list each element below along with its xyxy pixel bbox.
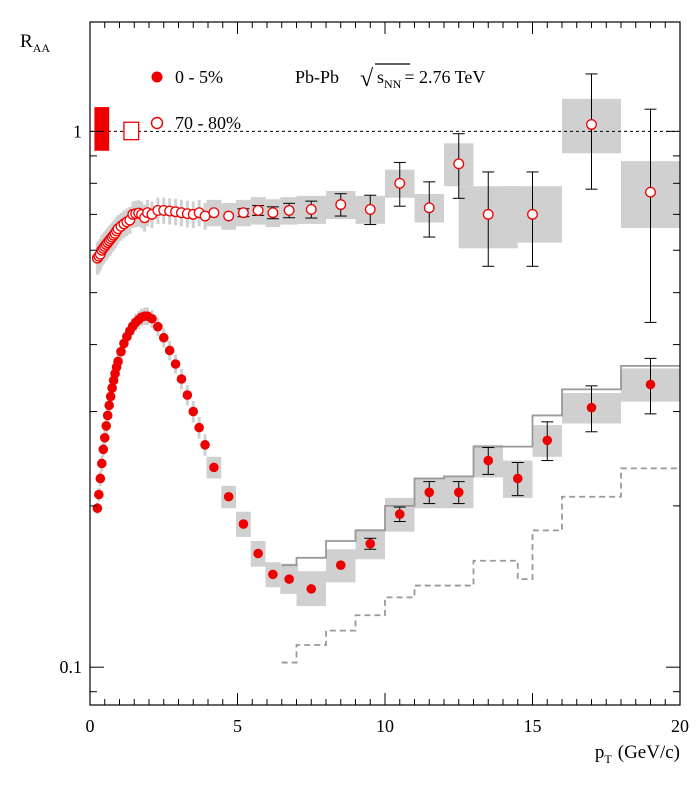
point-peripheral-47: [482, 208, 494, 220]
point-central-27: [158, 332, 169, 343]
point-central-47: [483, 455, 494, 466]
systematic-bands: [95, 98, 680, 607]
point-peripheral-43: [364, 203, 376, 215]
x-tick-label-20: 20: [671, 716, 689, 736]
point-central-39: [268, 569, 278, 580]
point-central-5: [99, 432, 110, 443]
point-central-0: [92, 503, 103, 514]
point-peripheral-37: [237, 207, 249, 219]
point-central-40: [284, 574, 294, 584]
normalization-uncertainty: [94, 107, 140, 151]
model-curves: [281, 364, 680, 664]
point-central-51: [645, 379, 656, 390]
point-central-30: [176, 374, 187, 384]
x-tick-label-15: 15: [524, 716, 542, 736]
legend: 0 - 5% 70 - 80%: [150, 67, 241, 133]
point-central-34: [200, 440, 210, 450]
point-peripheral-46: [453, 158, 465, 170]
point-peripheral-35: [208, 207, 220, 219]
point-central-48: [512, 473, 523, 484]
x-tick-label-0: 0: [86, 716, 95, 736]
collision-system: Pb-Pb: [295, 67, 339, 87]
y-tick-label-1: 1: [73, 121, 82, 141]
axis-ticks: 0 5 10 15 20 0.1 1: [60, 22, 689, 736]
point-central-45: [424, 487, 435, 498]
data-points: [91, 119, 656, 594]
point-central-3: [97, 458, 107, 469]
point-peripheral-48: [527, 208, 538, 220]
point-peripheral-38: [252, 204, 264, 216]
x-tick-label-5: 5: [233, 716, 242, 736]
y-axis-label: RAA: [20, 31, 50, 55]
point-central-41: [306, 584, 317, 594]
point-central-49: [542, 435, 553, 446]
legend-label-0-5: 0 - 5%: [175, 67, 223, 87]
legend-marker-70-80: [150, 116, 164, 130]
point-central-2: [95, 473, 106, 484]
point-peripheral-41: [305, 203, 317, 215]
point-central-42: [335, 560, 346, 570]
point-central-1: [94, 489, 104, 500]
point-central-29: [170, 359, 181, 369]
point-peripheral-34: [199, 210, 211, 222]
point-central-50: [586, 402, 597, 413]
point-central-46: [453, 487, 464, 498]
lower-step-model: [281, 467, 680, 664]
point-central-10: [107, 383, 117, 393]
point-central-15: [116, 346, 126, 357]
point-central-26: [153, 321, 163, 332]
point-central-44: [394, 509, 405, 519]
point-central-38: [253, 548, 263, 559]
point-central-14: [113, 356, 123, 367]
point-central-8: [104, 400, 114, 411]
point-central-9: [105, 391, 116, 402]
point-central-4: [98, 444, 109, 455]
point-peripheral-50: [645, 186, 656, 198]
point-central-7: [102, 410, 113, 421]
point-central-33: [194, 422, 204, 433]
point-central-6: [101, 421, 112, 431]
y-tick-label-0.1: 0.1: [60, 657, 83, 677]
point-peripheral-39: [267, 207, 279, 219]
x-tick-label-10: 10: [376, 716, 394, 736]
point-central-32: [188, 406, 199, 417]
norm-box-1: [123, 121, 140, 141]
norm-box-0: [94, 107, 110, 151]
legend-label-70-80: 70 - 80%: [175, 113, 241, 133]
energy-label: sNN = 2.76 TeV: [377, 67, 485, 91]
point-peripheral-44: [394, 177, 406, 189]
point-central-37: [238, 519, 249, 529]
sqrt-symbol: √: [360, 66, 374, 92]
point-central-35: [209, 462, 219, 473]
upper-step-model: [281, 364, 680, 567]
point-central-31: [182, 390, 193, 400]
point-central-25: [147, 313, 157, 324]
point-peripheral-36: [223, 210, 235, 222]
point-peripheral-42: [335, 199, 347, 211]
point-central-28: [164, 345, 175, 356]
legend-marker-0-5: [151, 71, 163, 83]
point-peripheral-40: [283, 204, 295, 216]
point-central-43: [365, 538, 376, 549]
collision-annotation: Pb-Pb √ sNN = 2.76 TeV: [295, 63, 485, 92]
x-axis-label: pT (GeV/c): [595, 742, 680, 766]
point-peripheral-49: [586, 119, 597, 130]
point-central-36: [223, 491, 234, 502]
point-peripheral-45: [423, 202, 435, 214]
